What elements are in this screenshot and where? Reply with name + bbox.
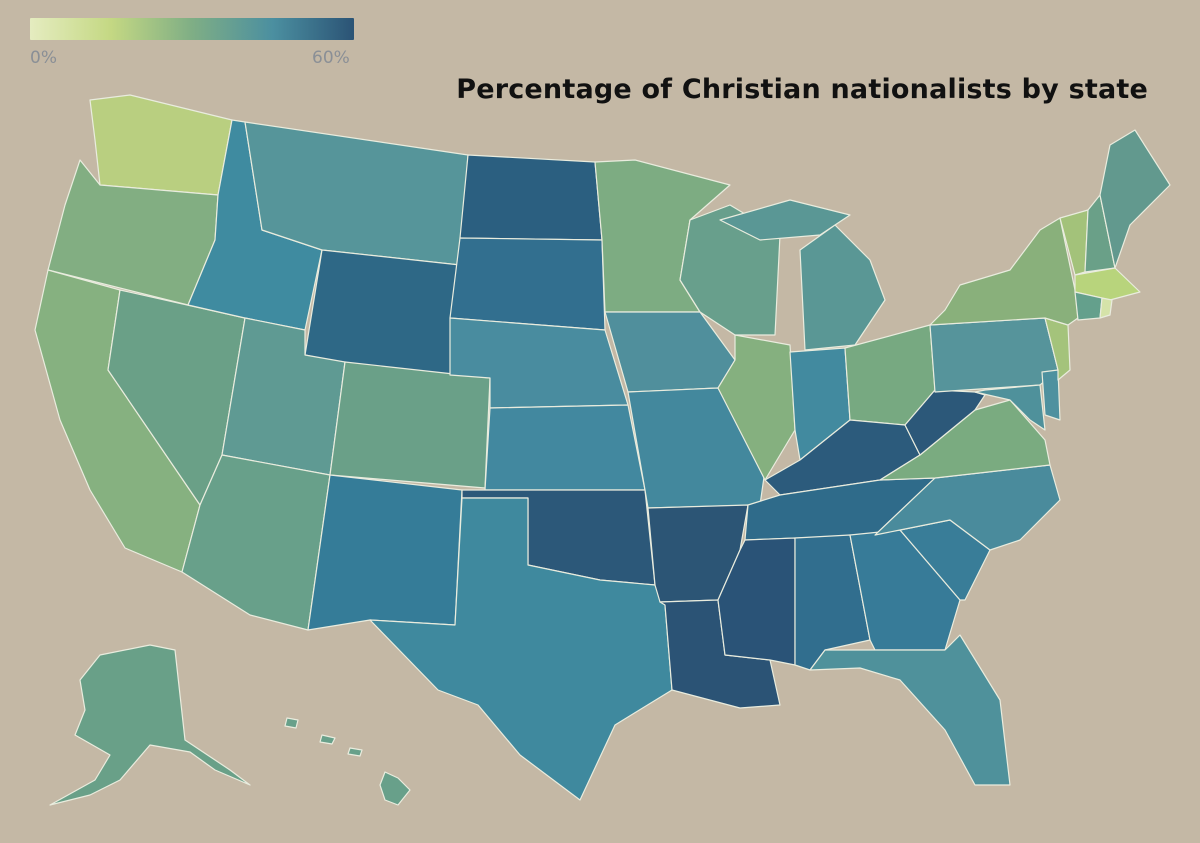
state-mi[interactable] [719, 199, 886, 351]
state-nd[interactable] [459, 154, 603, 241]
state-me[interactable] [1099, 129, 1171, 269]
state-ri[interactable] [1099, 297, 1113, 319]
legend-max-label: 60% [312, 48, 350, 68]
state-tx[interactable] [369, 497, 673, 801]
state-sd[interactable] [449, 237, 606, 331]
state-ks[interactable] [484, 404, 646, 491]
legend-min-label: 0% [30, 48, 57, 68]
state-hi[interactable] [284, 717, 411, 806]
state-ny[interactable] [929, 217, 1079, 326]
map-title: Percentage of Christian nationalists by … [456, 74, 1148, 105]
state-md[interactable] [974, 384, 1046, 431]
state-co[interactable] [329, 361, 491, 489]
state-de[interactable] [1041, 369, 1061, 421]
state-nm[interactable] [307, 474, 463, 631]
state-wa[interactable] [89, 94, 233, 196]
state-ak[interactable] [49, 644, 251, 806]
color-scale-bar [30, 18, 354, 40]
state-ma[interactable] [1074, 267, 1141, 301]
state-pa[interactable] [929, 317, 1059, 393]
state-ia[interactable] [604, 311, 736, 393]
state-fl[interactable] [809, 634, 1011, 786]
